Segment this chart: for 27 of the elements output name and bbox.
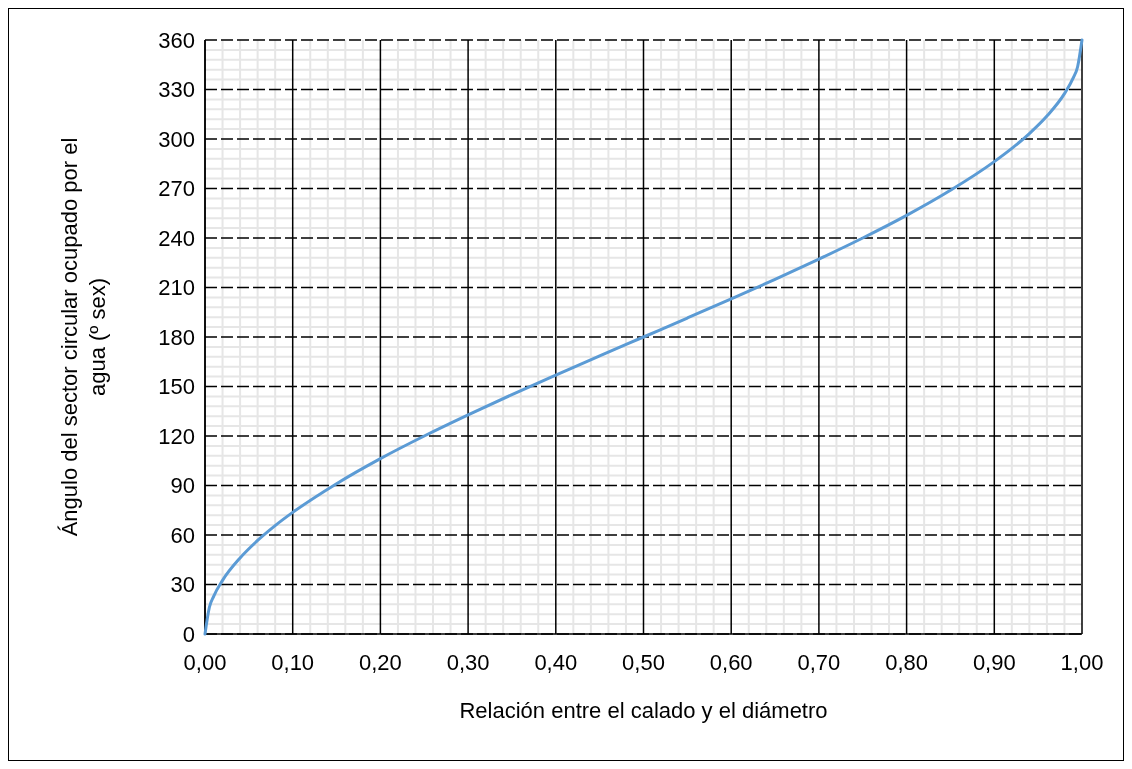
y-tick-label: 120 — [158, 423, 195, 449]
y-tick-label: 180 — [158, 324, 195, 350]
x-tick-label: 1,00 — [1060, 650, 1104, 675]
y-tick-label: 300 — [158, 126, 195, 152]
x-tick-label: 0,00 — [183, 650, 227, 675]
line-series — [203, 38, 1084, 636]
y-tick-label: 210 — [158, 275, 195, 301]
x-tick-label: 0,50 — [622, 650, 665, 675]
x-tick-label: 0,10 — [271, 650, 315, 675]
y-tick-label: 330 — [158, 77, 195, 103]
y-tick-label: 0 — [182, 621, 195, 647]
y-tick-label: 60 — [170, 522, 195, 548]
x-tick-label: 0,60 — [709, 650, 753, 675]
x-tick-label: 0,20 — [358, 650, 402, 675]
x-tick-label: 0,30 — [446, 650, 490, 675]
x-tick-label: 0,80 — [885, 650, 929, 675]
y-tick-label: 30 — [170, 572, 195, 598]
y-tick-label: 90 — [170, 473, 195, 499]
y-axis-title: Ángulo del sector circular ocupado por el agua (º sex) — [57, 137, 110, 537]
y-tick-label: 240 — [158, 225, 195, 251]
y-tick-label: 270 — [158, 176, 195, 202]
x-tick-label: 0,40 — [534, 650, 578, 675]
x-tick-label: 0,70 — [797, 650, 841, 675]
y-tick-label: 360 — [158, 27, 195, 53]
x-tick-label: 0,90 — [972, 650, 1016, 675]
y-tick-label: 150 — [158, 374, 195, 400]
x-axis-title: Relación entre el calado y el diámetro — [459, 698, 828, 723]
